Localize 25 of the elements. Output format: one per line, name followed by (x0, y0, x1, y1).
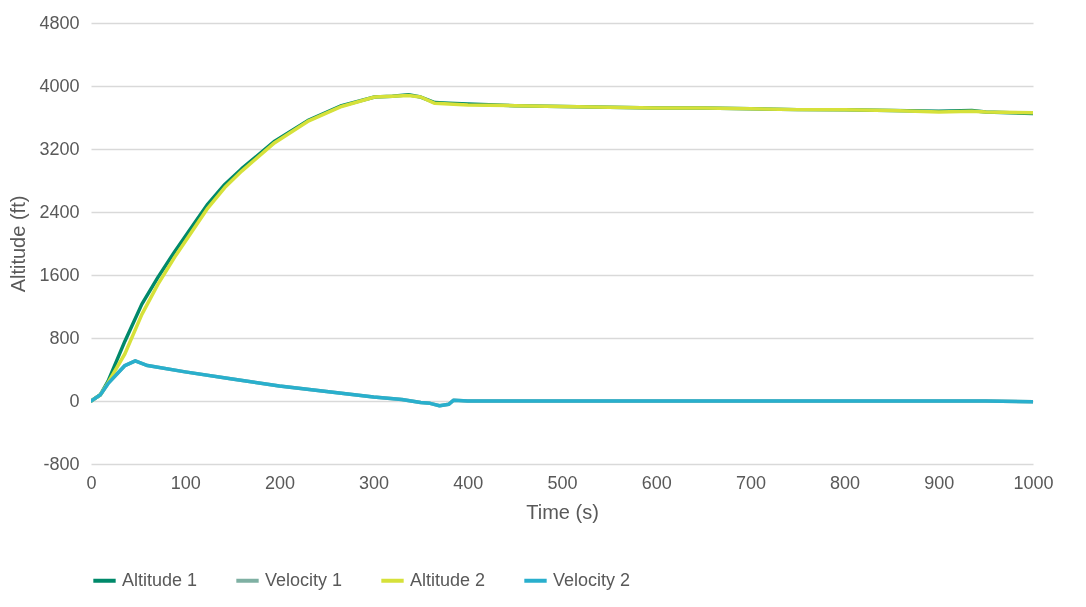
legend-label: Velocity 1 (265, 569, 343, 590)
y-tick-label: 1600 (39, 264, 80, 285)
y-axis-title: Altitude (ft) (7, 195, 30, 293)
legend-label: Altitude 2 (410, 569, 486, 590)
y-tick-label: 0 (69, 390, 80, 411)
y-tick-label: 4800 (39, 12, 80, 33)
x-tick-label: 800 (830, 472, 861, 493)
x-tick-label: 400 (453, 472, 484, 493)
x-tick-label: 500 (547, 472, 578, 493)
x-tick-label: 300 (359, 472, 390, 493)
x-tick-label: 200 (264, 472, 295, 493)
y-tick-label: 4000 (39, 75, 80, 96)
x-tick-label: 700 (735, 472, 766, 493)
x-tick-label: 1000 (1013, 472, 1054, 493)
x-tick-label: 900 (924, 472, 955, 493)
x-tick-label: 600 (641, 472, 672, 493)
x-tick-label: 100 (170, 472, 201, 493)
y-tick-label: 3200 (39, 138, 80, 159)
y-tick-label: -800 (43, 453, 80, 474)
legend-label: Velocity 2 (553, 569, 631, 590)
x-tick-label: 0 (86, 472, 97, 493)
legend-label: Altitude 1 (122, 569, 198, 590)
y-tick-label: 800 (49, 327, 80, 348)
y-tick-label: 2400 (39, 201, 80, 222)
x-axis-title: Time (s) (526, 500, 599, 523)
